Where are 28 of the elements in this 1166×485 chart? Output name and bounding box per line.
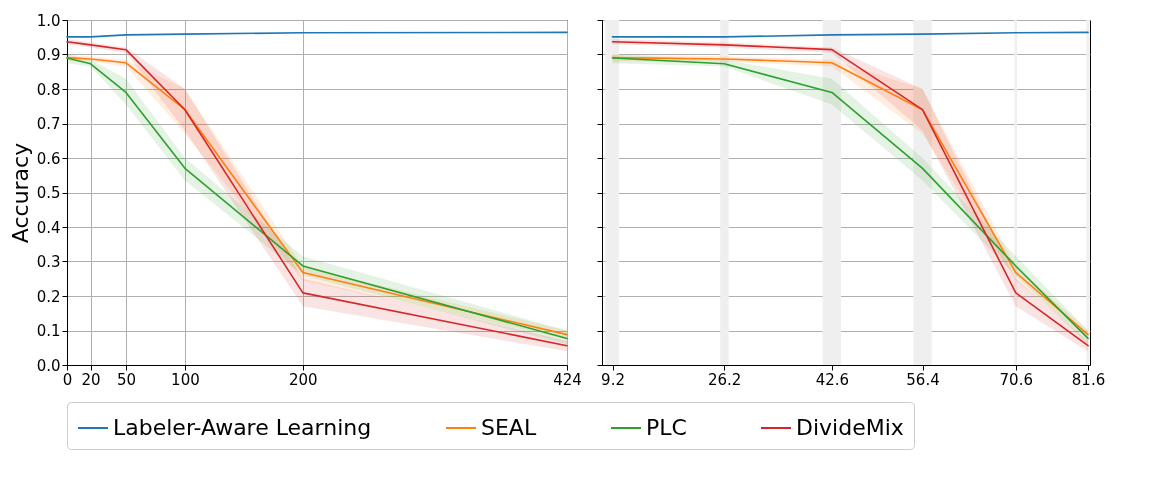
x-tick-label: 50 [116,370,137,389]
x-tick-label: 424 [553,370,582,389]
legend-label: PLC [646,415,687,440]
y-tick-label: 0.8 [36,80,61,99]
legend-label: DivideMix [796,415,904,440]
x-tick-label: 9.2 [601,370,625,389]
y-tick-label: 0.3 [36,253,61,271]
x-tick-label: 26.2 [707,370,742,389]
y-tick-label: 0.7 [36,115,61,133]
y-axis-title: Accuracy [7,142,33,244]
y-tick-label: 0.0 [36,356,61,375]
x-tick-label: 70.6 [999,370,1033,389]
x-tick-label: 100 [171,370,200,389]
x-tick-label: 56.4 [906,370,940,389]
y-tick-label: 0.4 [36,218,61,237]
x-tick-label: 81.6 [1071,370,1106,389]
x-tick-label: 20 [81,370,101,389]
y-tick-label: 0.6 [36,149,61,168]
y-tick-label: 1.0 [36,11,61,30]
legend-label: Labeler-Aware Learning [113,415,372,440]
x-tick-label: 200 [289,370,318,389]
x-tick-label: 0 [62,370,73,389]
y-tick-label: 0.2 [36,287,61,306]
legend-label: SEAL [481,415,537,440]
y-tick-label: 0.9 [36,46,61,64]
x-tick-label: 42.6 [815,370,850,389]
y-tick-label: 0.1 [36,322,61,340]
y-tick-label: 0.5 [36,184,61,202]
